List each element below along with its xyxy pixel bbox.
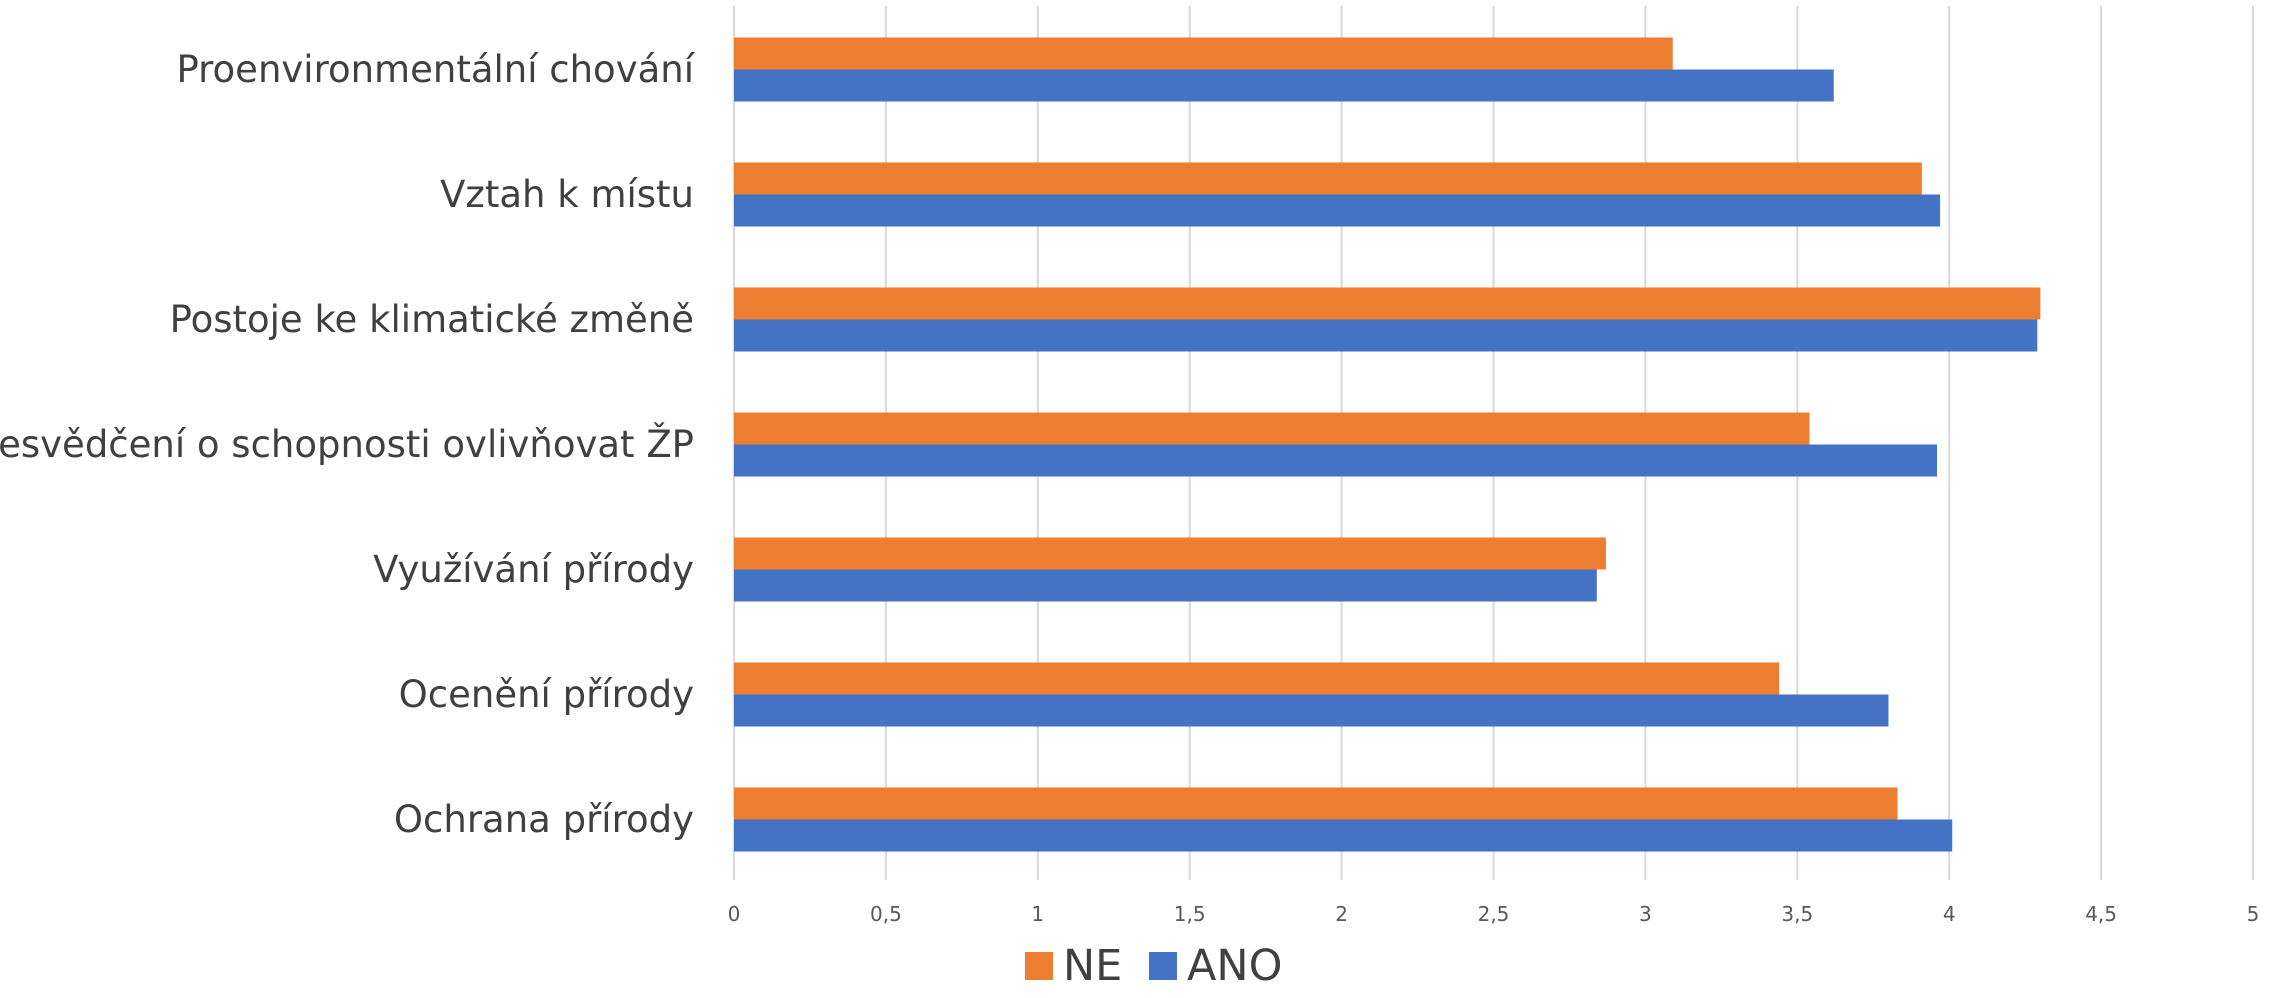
x-tick-label: 4,5 xyxy=(2085,902,2117,926)
bar-ne xyxy=(734,412,1810,445)
bar-ano xyxy=(734,319,2038,352)
bar-ne xyxy=(734,537,1606,570)
bar-ano xyxy=(734,444,1938,477)
bar-ne xyxy=(734,37,1673,70)
legend-label-ano: ANO xyxy=(1187,941,1282,991)
bar-ano xyxy=(734,569,1597,602)
x-axis-tick-labels: 0 0,5 1 1,5 2 2,5 3 3,5 4 4,5 5 xyxy=(728,902,2260,926)
category-label: Ocenění přírody xyxy=(399,673,694,716)
category-label: Vztah k místu xyxy=(440,173,694,216)
bar-ano xyxy=(734,69,1834,102)
bars xyxy=(734,37,2041,852)
category-label: Ochrana přírody xyxy=(394,798,694,841)
category-labels: Proenvironmentální chování Vztah k místu P… xyxy=(0,48,696,841)
x-tick-label: 1,5 xyxy=(1174,902,1206,926)
bar-ne xyxy=(734,787,1898,820)
bar-ano xyxy=(734,819,1953,852)
x-tick-label: 3,5 xyxy=(1781,902,1813,926)
legend-swatch-ano xyxy=(1149,952,1177,980)
x-tick-label: 0 xyxy=(728,902,741,926)
x-tick-label: 3 xyxy=(1639,902,1652,926)
x-tick-label: 2,5 xyxy=(1478,902,1510,926)
category-label: Proenvironmentální chování xyxy=(176,48,695,91)
bar-ne xyxy=(734,287,2041,320)
x-tick-label: 2 xyxy=(1335,902,1348,926)
category-label: Využívání přírody xyxy=(373,548,694,591)
legend-label-ne: NE xyxy=(1063,941,1122,991)
x-tick-label: 5 xyxy=(2247,902,2260,926)
bar-ne xyxy=(734,162,1922,195)
x-tick-label: 0,5 xyxy=(870,902,902,926)
legend-swatch-ne xyxy=(1025,952,1053,980)
bar-ano xyxy=(734,694,1889,727)
x-tick-label: 4 xyxy=(1943,902,1956,926)
bar-ano xyxy=(734,194,1941,227)
bar-ne xyxy=(734,662,1780,695)
x-tick-label: 1 xyxy=(1031,902,1044,926)
legend: NE ANO xyxy=(1025,941,1282,991)
category-label: Postoje ke klimatické změně xyxy=(170,298,694,341)
category-label: Přesvědčení o schopnosti ovlivňovat ŽP xyxy=(0,422,694,466)
